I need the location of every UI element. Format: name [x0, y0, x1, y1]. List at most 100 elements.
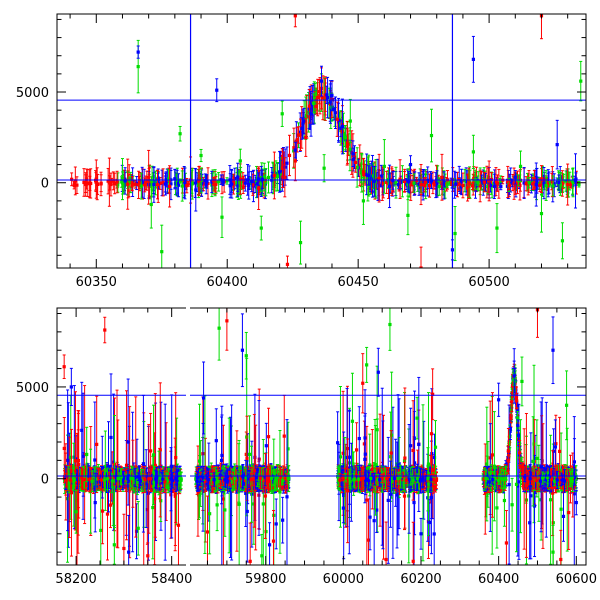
data-point — [95, 442, 99, 446]
data-point — [340, 124, 345, 129]
data-point — [124, 463, 129, 467]
data-point — [69, 455, 73, 459]
data-point — [467, 181, 471, 186]
data-point — [144, 181, 148, 185]
data-point — [214, 182, 218, 187]
data-point — [333, 115, 337, 119]
data-point — [143, 183, 147, 187]
data-point — [158, 181, 162, 186]
data-point — [233, 176, 237, 181]
data-point — [99, 181, 103, 185]
data-point — [539, 211, 544, 216]
data-point — [283, 175, 287, 179]
data-point — [112, 460, 116, 464]
data-point — [560, 239, 565, 243]
data-point — [429, 179, 434, 183]
data-point — [577, 182, 581, 186]
data-point — [204, 182, 208, 186]
data-point — [454, 182, 458, 186]
data-point — [243, 181, 247, 185]
data-point — [476, 181, 480, 185]
data-point — [555, 143, 559, 147]
data-point — [190, 180, 194, 184]
data-point — [193, 181, 197, 185]
data-point — [140, 180, 144, 184]
data-point — [506, 180, 510, 184]
data-point — [293, 148, 297, 152]
data-point — [539, 177, 544, 181]
data-point — [488, 183, 492, 188]
data-point — [296, 133, 301, 137]
data-point — [380, 182, 384, 186]
data-point — [272, 173, 276, 178]
data-point — [138, 182, 142, 186]
data-point — [300, 126, 304, 131]
data-point — [511, 178, 515, 183]
data-point — [387, 184, 392, 188]
data-point — [457, 182, 461, 186]
data-point — [194, 188, 198, 192]
data-point — [298, 241, 303, 245]
data-point — [318, 94, 322, 98]
data-point — [532, 177, 536, 181]
data-point — [298, 133, 303, 137]
data-point — [205, 179, 209, 184]
data-point — [371, 174, 376, 178]
data-point — [257, 177, 261, 181]
data-point — [107, 180, 111, 184]
data-point — [557, 180, 561, 185]
data-point — [461, 183, 465, 188]
data-point — [251, 183, 255, 187]
data-point — [150, 181, 154, 185]
data-point — [88, 182, 92, 186]
data-point — [255, 181, 259, 186]
data-point — [231, 180, 236, 184]
data-point — [276, 175, 280, 179]
data-point — [311, 101, 316, 105]
data-point — [304, 135, 308, 139]
data-point — [453, 231, 457, 236]
data-point — [437, 184, 441, 189]
data-point — [241, 179, 245, 184]
data-point — [178, 132, 182, 136]
data-point — [423, 180, 428, 184]
data-point — [367, 173, 371, 178]
data-point — [111, 179, 115, 183]
data-point — [250, 179, 254, 184]
data-point — [220, 215, 224, 219]
data-point — [257, 179, 261, 183]
data-point — [333, 111, 338, 115]
data-point — [330, 94, 334, 98]
data-point — [259, 226, 263, 230]
data-point — [210, 180, 214, 184]
data-point — [568, 179, 572, 183]
data-point — [352, 155, 357, 159]
data-point — [507, 183, 512, 187]
data-point — [176, 523, 181, 527]
data-point — [105, 512, 110, 516]
data-point — [100, 509, 105, 513]
data-point — [292, 146, 296, 150]
data-point — [435, 182, 439, 186]
data-point — [185, 184, 189, 188]
data-point — [372, 179, 376, 183]
data-point — [322, 166, 326, 170]
data-point — [237, 180, 241, 184]
data-point — [515, 180, 520, 184]
data-point — [141, 462, 146, 466]
data-point — [82, 180, 86, 185]
data-point — [149, 449, 153, 453]
data-point — [83, 452, 87, 457]
data-point — [236, 175, 240, 179]
data-point — [487, 179, 491, 183]
data-point — [134, 529, 139, 533]
data-point — [579, 79, 583, 83]
data-point — [84, 182, 88, 186]
data-point — [343, 136, 347, 140]
data-point — [302, 119, 306, 123]
data-point — [176, 183, 181, 187]
data-point — [560, 181, 564, 186]
data-point — [396, 182, 401, 187]
data-point — [534, 182, 538, 187]
